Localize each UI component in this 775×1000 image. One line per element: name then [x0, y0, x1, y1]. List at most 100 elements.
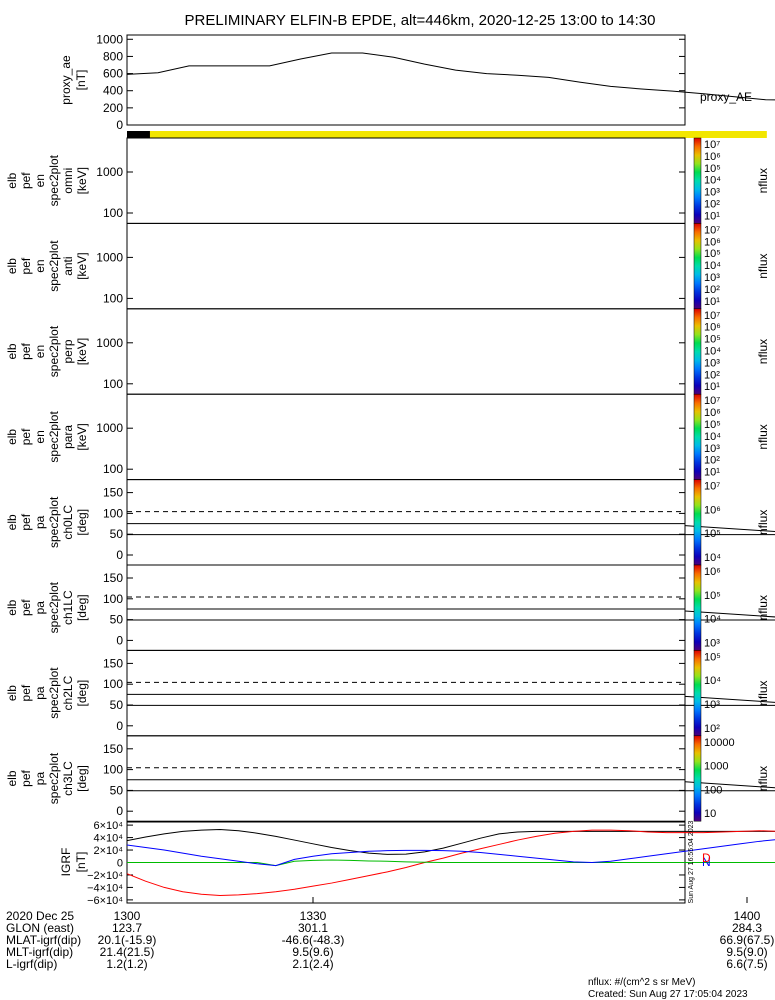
proxy-ae-ytick-label: 1000: [96, 32, 123, 46]
panel-ylabel-ch0LC: spec2plot: [47, 496, 61, 548]
panel-ylabel-omni: [keV]: [75, 167, 89, 194]
igrf-side-text: Sun Aug 27 16:55:04 2023: [688, 820, 695, 903]
colorbar-label: nflux: [756, 510, 770, 535]
x-row-label: 2020 Dec 25: [6, 909, 74, 923]
panel-ytick-label-ch0LC: 100: [103, 506, 123, 520]
panel-ylabel-para: elb: [5, 429, 19, 445]
igrf-series-line: [126, 828, 775, 855]
colorbar-tick-label: 10⁵: [704, 163, 721, 175]
colorbar-tick-label: 10⁶: [704, 407, 721, 419]
colorbar-tick-label: 10⁵: [704, 590, 721, 602]
colorbar-tick-label: 10⁵: [704, 528, 721, 540]
created-note: Created: Sun Aug 27 17:05:04 2023: [588, 989, 748, 1000]
panel-ylabel-perp: pef: [19, 342, 33, 359]
igrf-ytick-label: −2×10⁴: [87, 870, 123, 882]
status-bar-yellow: [149, 131, 767, 138]
panel-ylabel-ch2LC: spec2plot: [47, 667, 61, 719]
x-row-value: 301.1: [298, 921, 328, 935]
colorbar-tick-label: 10000: [704, 737, 735, 749]
panel-ylabel-para: para: [61, 425, 75, 449]
x-row-label: MLT-igrf(dip): [6, 945, 73, 959]
colorbar-ch3LC: [693, 735, 702, 822]
panel-ylabel-ch3LC: elb: [5, 770, 19, 786]
colorbar-tick-label: 10²: [704, 723, 720, 735]
x-row-value: 6.6(7.5): [726, 957, 767, 971]
spectrogram-frame-para: [126, 393, 686, 481]
panel-ytick-label-omni: 1000: [96, 165, 123, 179]
colorbar-omni: [693, 137, 702, 224]
panel-ytick-label-ch1LC: 50: [110, 613, 124, 627]
panel-ytick-label-para: 1000: [96, 421, 123, 435]
colorbar-tick-label: 10¹: [704, 210, 720, 222]
panel-ylabel-perp: [keV]: [75, 338, 89, 365]
panel-ytick-label-ch0LC: 50: [110, 527, 124, 541]
igrf-legend-n: N: [702, 855, 711, 869]
colorbar-tick-label: 10²: [704, 284, 720, 296]
panel-ytick-label-ch0LC: 0: [116, 548, 123, 562]
panel-ytick-label-para: 100: [103, 462, 123, 476]
panel-ytick-label-ch3LC: 50: [110, 783, 124, 797]
spectrogram-frame-ch2LC: [126, 649, 686, 737]
panel-ylabel-ch3LC: pa: [33, 772, 47, 786]
panel-ylabel-ch1LC: pa: [33, 601, 47, 615]
panel-ytick-label-omni: 100: [103, 206, 123, 220]
panel-ylabel-omni: pef: [19, 172, 33, 189]
panel-ylabel-perp: elb: [5, 343, 19, 359]
colorbar-tick-label: 10⁴: [704, 431, 721, 443]
chart-title: PRELIMINARY ELFIN-B EPDE, alt=446km, 202…: [185, 12, 656, 29]
x-row-label: GLON (east): [6, 921, 74, 935]
igrf-ytick-label: −6×10⁴: [87, 895, 123, 907]
colorbar-tick-label: 10¹: [704, 467, 720, 479]
colorbar-tick-label: 10⁴: [704, 346, 721, 358]
loss-cone-line: [127, 610, 775, 621]
colorbar-tick-label: 10⁶: [704, 151, 721, 163]
proxy-ae-line: [126, 52, 775, 101]
colorbar-tick-label: 10⁴: [704, 675, 721, 687]
panel-ylabel-anti: spec2plot: [47, 240, 61, 292]
panel-ytick-label-ch2LC: 100: [103, 677, 123, 691]
x-row-value: 123.7: [112, 921, 142, 935]
proxy-ae-ytick-label: 0: [116, 118, 123, 132]
panel-ylabel-ch0LC: pa: [33, 515, 47, 529]
panel-ylabel-ch3LC: ch3LC: [61, 761, 75, 796]
panel-ylabel-ch1LC: [deg]: [75, 594, 89, 621]
panel-ylabel-perp: spec2plot: [47, 325, 61, 377]
colorbar-tick-label: 10⁵: [704, 334, 721, 346]
colorbar-label: nflux: [756, 339, 770, 364]
proxy-ae-ylabel-unit: [nT]: [74, 70, 88, 91]
panel-ylabel-omni: spec2plot: [47, 154, 61, 206]
panel-ylabel-anti: pef: [19, 257, 33, 274]
panel-ylabel-ch1LC: spec2plot: [47, 581, 61, 633]
spectrogram-frame-ch3LC: [126, 735, 686, 822]
colorbar-tick-label: 10: [704, 808, 716, 820]
colorbar-tick-label: 10⁷: [704, 395, 720, 407]
x-row-label: L-igrf(dip): [6, 957, 57, 971]
panel-ylabel-ch2LC: pef: [19, 684, 33, 701]
panel-ylabel-para: [keV]: [75, 423, 89, 450]
colorbar-tick-label: 10²: [704, 369, 720, 381]
proxy-ae-ytick-label: 800: [103, 49, 123, 63]
panel-ylabel-anti: en: [33, 259, 47, 272]
colorbar-tick-label: 10³: [704, 187, 720, 199]
panel-ylabel-anti: [keV]: [75, 252, 89, 279]
spectrogram-frame-perp: [126, 308, 686, 395]
colorbar-label: nflux: [756, 168, 770, 193]
x-row-value: 1300: [114, 909, 141, 923]
igrf-series-line: [127, 859, 775, 867]
colorbar-tick-label: 10⁷: [704, 139, 720, 151]
colorbar-label: nflux: [756, 595, 770, 620]
x-row-value: 1330: [300, 909, 327, 923]
panel-ytick-label-ch1LC: 0: [116, 633, 123, 647]
x-row-value: 1400: [734, 909, 761, 923]
proxy-ae-ytick-label: 600: [103, 67, 123, 81]
panel-ytick-label-ch1LC: 150: [103, 571, 123, 585]
colorbar-tick-label: 10⁵: [704, 248, 721, 260]
panel-ytick-label-ch2LC: 50: [110, 698, 124, 712]
colorbar-tick-label: 10⁶: [704, 236, 721, 248]
colorbar-label: nflux: [756, 680, 770, 705]
colorbar-tick-label: 10³: [704, 637, 720, 649]
colorbar-tick-label: 10⁵: [704, 651, 721, 663]
igrf-series-line: [126, 839, 775, 867]
